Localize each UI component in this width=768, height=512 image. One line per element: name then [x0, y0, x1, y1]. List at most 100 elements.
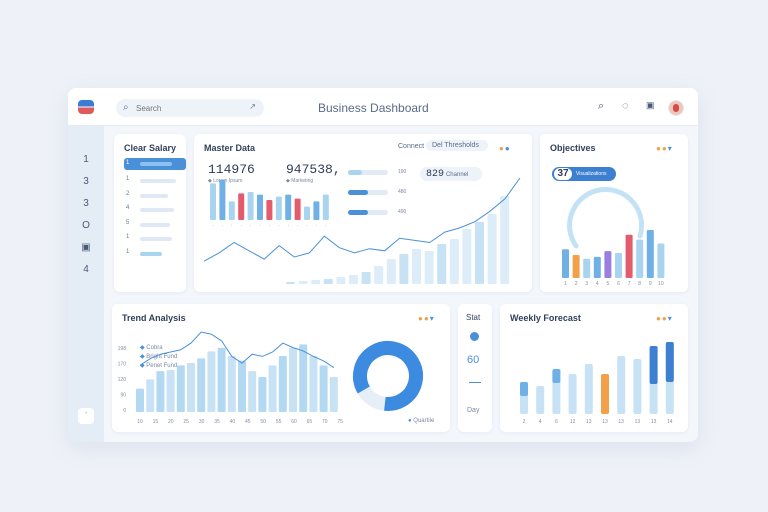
weekly-card: Weekly Forecast ●●▾ 2 4 6 12 13 13 13 13 13 14 [500, 304, 688, 432]
market-bar [247, 192, 254, 220]
weekly-x-label: 2 [523, 419, 526, 425]
objectives-badge-text: Visualizations [576, 171, 607, 177]
top-bar: ⌕ ↗ Business Dashboard ⌕ ◌ ▣ [68, 88, 698, 126]
market-area-bar [399, 254, 409, 284]
trend-x-label: 55 [276, 419, 282, 425]
stat-divider [469, 382, 481, 383]
progress-label: 190 [398, 169, 407, 175]
market-bar [266, 200, 273, 220]
trend-x-label: 65 [307, 419, 313, 425]
trend-line [139, 331, 335, 369]
objectives-bar [562, 249, 569, 278]
sales-list-item[interactable]: 4 [124, 205, 186, 215]
sidebar-item-1[interactable]: 1 [83, 154, 89, 165]
market-bar-tick: · [297, 223, 299, 229]
trend-y-label: 170 [118, 362, 127, 368]
market-chart: · · · · · · · · · · · · · [203, 177, 521, 284]
objectives-x-label: 6 [617, 281, 620, 287]
sidebar-item-2[interactable]: 3 [83, 176, 89, 187]
sales-list-item[interactable]: 1 [124, 158, 186, 170]
donut-fill [353, 341, 423, 411]
search-input[interactable] [136, 101, 246, 115]
sidebar-item-3[interactable]: 3 [83, 198, 89, 209]
weekly-bar [584, 364, 593, 414]
calendar-icon[interactable]: ▣ [646, 100, 655, 110]
weekly-x-label: 13 [618, 419, 624, 425]
market-card: Master Data 114976 ◆ Lorem Ipsum 947538,… [194, 134, 532, 292]
objectives-bar [593, 256, 601, 278]
market-area-bar [349, 275, 358, 284]
objectives-x-label: 7 [628, 281, 631, 287]
app-logo[interactable] [78, 100, 94, 114]
market-bar-tick: · [231, 223, 233, 229]
sales-list-item[interactable]: 5 [124, 220, 186, 230]
market-bar [322, 194, 329, 220]
progress-track [348, 210, 388, 215]
trend-card-menu[interactable]: ●●▾ [418, 314, 435, 323]
search-submit-icon[interactable]: ↗ [249, 102, 256, 111]
search-box[interactable]: ⌕ ↗ [116, 99, 264, 117]
tab-thresholds[interactable]: Del Thresholds [426, 140, 488, 151]
trend-legend-2: ◆ Bright Fund [140, 354, 178, 360]
trend-bar [207, 351, 216, 412]
sales-card-title: Clear Salary [124, 143, 177, 153]
market-area-bar [462, 229, 472, 284]
market-bar [285, 194, 292, 220]
notifications-icon[interactable]: ◌ [622, 100, 629, 112]
market-bar [238, 193, 245, 220]
market-bar-tick: · [259, 223, 261, 229]
trend-bar [227, 356, 236, 412]
trend-bar [329, 377, 338, 412]
objectives-x-label: 2 [575, 281, 578, 287]
trend-bar [309, 356, 318, 412]
trend-bar [278, 356, 287, 412]
progress-label: 490 [398, 209, 407, 215]
trend-bar [258, 377, 267, 412]
trend-bar [176, 365, 185, 412]
trend-bar [299, 344, 308, 412]
market-area-bar [386, 259, 396, 284]
trend-y-label: 0 [123, 408, 126, 414]
objectives-bar [583, 258, 591, 278]
market-bar-tick: · [278, 223, 280, 229]
market-card-menu[interactable]: ●● [499, 144, 511, 153]
trend-y-label: 198 [118, 346, 127, 352]
trend-card-title: Trend Analysis [122, 313, 186, 323]
trend-x-label: 75 [337, 419, 343, 425]
weekly-bar-segment [649, 346, 658, 384]
market-area-bar [500, 196, 510, 284]
trend-card: Trend Analysis ●●▾ ◆ Cobra ◆ Bright Fund… [112, 304, 450, 432]
sales-list-item[interactable]: 1 [124, 176, 186, 186]
weekly-card-menu[interactable]: ●●▾ [656, 314, 673, 323]
tab-connect[interactable]: Connect [398, 143, 425, 150]
objectives-bar [646, 230, 654, 278]
objectives-bar [604, 251, 612, 278]
trend-bar [136, 388, 144, 412]
trend-x-label: 50 [260, 419, 266, 425]
market-card-title: Master Data [204, 143, 256, 153]
assistant-badge[interactable]: ʽ [78, 408, 94, 424]
progress-label: 480 [398, 189, 407, 195]
sidebar-item-4[interactable]: O [82, 220, 90, 231]
sidebar-item-6[interactable]: 4 [83, 264, 89, 275]
stat-primary: 114976 [208, 162, 255, 177]
market-area-bar [487, 214, 497, 284]
search-icon[interactable]: ⌕ [598, 100, 605, 112]
trend-x-label: 70 [322, 419, 328, 425]
dashboard-window: ⌕ ↗ Business Dashboard ⌕ ◌ ▣ 1 3 3 O ▣ 4… [68, 88, 698, 442]
sidebar: 1 3 3 O ▣ 4 ʽ [68, 126, 104, 442]
sales-list-item-number: 1 [126, 160, 130, 166]
trend-chart: 198 170 120 90 0 10 15 20 25 30 35 40 45 50 55 60 65 70 75 [118, 331, 423, 425]
market-bar-tick: · [269, 223, 271, 229]
sidebar-item-5[interactable]: ▣ [81, 242, 91, 253]
avatar[interactable] [668, 100, 684, 116]
sales-list-item[interactable]: 2 [124, 191, 186, 201]
channel-pill: 829 Channel [420, 167, 482, 181]
stat-card: Stat 60 Day [458, 304, 492, 432]
sales-list-item[interactable]: 1 [124, 249, 186, 259]
sales-list-item[interactable]: 1 [124, 234, 186, 244]
market-bar-tick: · [316, 223, 318, 229]
trend-bar [248, 371, 257, 412]
trend-bar [268, 365, 277, 412]
objectives-card-menu[interactable]: ●●▾ [656, 144, 673, 153]
